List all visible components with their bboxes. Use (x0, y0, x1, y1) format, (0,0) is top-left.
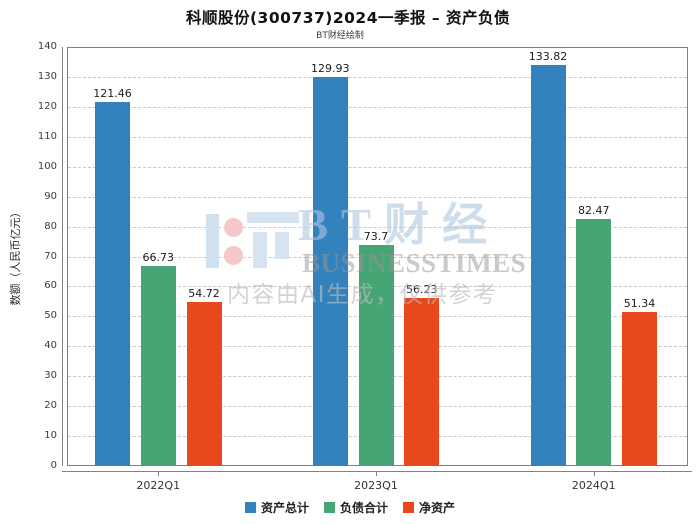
x-tick-mark (158, 472, 160, 476)
gridline (68, 166, 687, 168)
bar-net-assets-2024Q1 (622, 312, 657, 466)
y-tick-label: 60 (44, 280, 57, 292)
legend-item-net-assets: 净资产 (403, 499, 455, 516)
bar-total-assets-2024Q1 (530, 65, 566, 466)
gridline (68, 76, 687, 78)
bar-value-label: 73.7 (363, 230, 389, 244)
bar-total-liabilities-2022Q1 (140, 266, 176, 466)
y-tick-label: 80 (44, 220, 57, 232)
gridline (68, 196, 687, 198)
x-tick-label: 2022Q1 (136, 479, 181, 492)
y-axis-spine (62, 47, 63, 466)
bar-value-label: 129.93 (311, 62, 350, 76)
gridline (68, 226, 687, 228)
y-tick-label: 90 (44, 190, 57, 202)
bar-value-label: 66.73 (142, 251, 175, 265)
y-tick-label: 50 (44, 310, 57, 322)
y-tick-label: 110 (37, 130, 57, 142)
bar-total-assets-2023Q1 (312, 77, 348, 466)
legend-item-total-assets: 资产总计 (244, 499, 309, 516)
x-tick-label: 2023Q1 (354, 479, 398, 492)
x-tick-mark (593, 472, 595, 476)
bar-value-label: 82.47 (578, 204, 610, 218)
y-tick-label: 140 (37, 41, 57, 52)
legend-label: 资产总计 (260, 501, 309, 515)
y-tick-label: 130 (37, 70, 57, 82)
y-tick-label: 40 (44, 340, 57, 352)
y-tick-label: 30 (44, 370, 57, 382)
legend-swatch-total-liabilities (323, 502, 335, 513)
y-tick-label: 70 (44, 250, 57, 262)
y-tick-label: 120 (37, 100, 57, 112)
bar-value-label: 54.72 (188, 287, 220, 301)
bar-total-assets-2022Q1 (95, 102, 130, 466)
gridline (68, 106, 687, 108)
bar-value-label: 121.46 (93, 87, 132, 101)
bar-total-liabilities-2023Q1 (358, 245, 394, 466)
legend-label: 净资产 (419, 501, 456, 515)
chart-title: 科顺股份(300737)2024一季报 – 资产负债 (185, 9, 511, 27)
y-tick-label: 100 (37, 160, 57, 172)
x-axis-spine (62, 471, 692, 472)
y-tick-label: 20 (44, 400, 57, 412)
bar-value-label: 133.82 (528, 50, 568, 64)
legend-label: 负债合计 (339, 501, 388, 515)
legend-swatch-total-assets (244, 502, 256, 513)
legend-item-total-liabilities: 负债合计 (323, 499, 388, 516)
y-tick-label: 0 (50, 460, 57, 471)
bar-value-label: 56.23 (406, 282, 438, 296)
x-tick-label: 2024Q1 (571, 479, 616, 492)
x-tick-mark (376, 472, 377, 476)
chart-subtitle: BT财经绘制 (316, 31, 364, 41)
bar-net-assets-2022Q1 (186, 302, 222, 466)
y-tick-label: 10 (44, 430, 57, 442)
bar-value-label: 51.34 (623, 297, 656, 311)
bar-net-assets-2023Q1 (404, 297, 440, 466)
legend-swatch-net-assets (403, 502, 414, 513)
gridline (68, 136, 687, 138)
legend: 资产总计 负债合计 净资产 (0, 499, 700, 516)
bar-total-liabilities-2024Q1 (576, 219, 612, 466)
